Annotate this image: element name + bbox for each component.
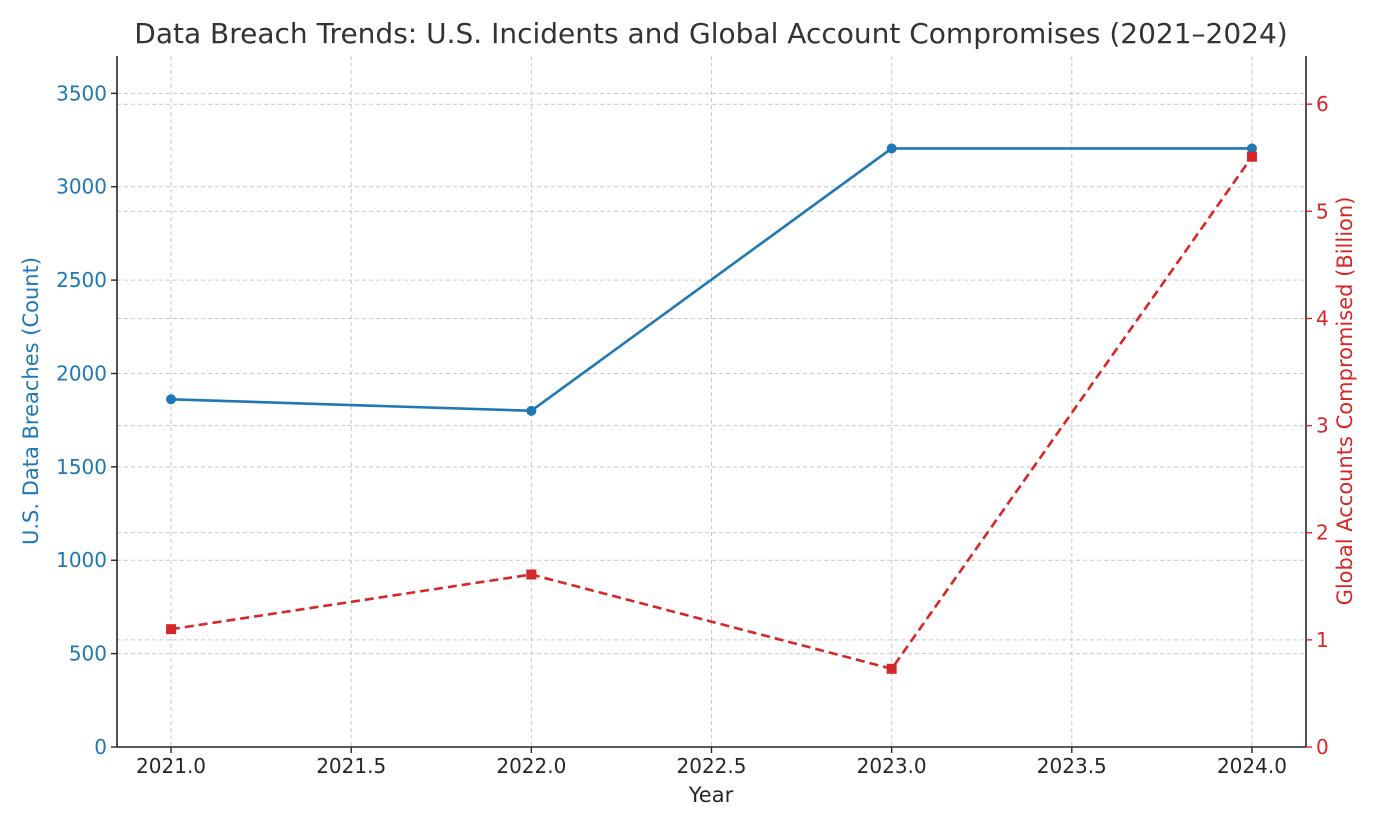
data-point-right-2 (886, 663, 897, 674)
y-right-tick-label: 2 (1316, 521, 1329, 545)
x-tick-label: 2022.5 (677, 754, 747, 778)
y-left-tick-label: 500 (69, 642, 107, 666)
x-tick-label: 2023.5 (1037, 754, 1107, 778)
y-axis-label-right: Global Accounts Compromised (Billion) (1333, 197, 1357, 606)
x-tick-label: 2022.0 (496, 754, 566, 778)
series-line-right (170, 155, 1254, 671)
y-left-tick-label: 1000 (56, 548, 107, 572)
chart-title: Data Breach Trends: U.S. Incidents and G… (134, 17, 1287, 50)
series-layer (166, 143, 1257, 674)
y-left-tick-label: 3500 (56, 81, 107, 105)
data-point-left-2 (886, 143, 897, 154)
data-point-left-0 (166, 394, 177, 405)
data-point-right-1 (526, 569, 537, 580)
axes-layer: 2021.0 2021.5 2022.0 2022.5 2023.0 2023.5 2024… (56, 56, 1329, 778)
y-left-tick-label: 0 (94, 735, 107, 759)
y-right-tick-label: 1 (1316, 628, 1329, 652)
x-tick-label: 2023.0 (857, 754, 927, 778)
y-right-tick-label: 0 (1316, 735, 1329, 759)
series-line-left (170, 147, 1252, 413)
data-point-right-0 (166, 624, 177, 635)
y-left-tick-label: 3000 (56, 175, 107, 199)
x-tick-label: 2021.0 (136, 754, 206, 778)
data-point-right-3 (1246, 151, 1257, 162)
y-right-tick-label: 4 (1316, 306, 1329, 330)
grid-layer (117, 56, 1306, 748)
y-left-tick-label: 2500 (56, 268, 107, 292)
data-point-left-1 (526, 405, 537, 416)
x-tick-label: 2024.0 (1217, 754, 1287, 778)
y-right-tick-label: 6 (1316, 92, 1329, 116)
y-right-tick-label: 3 (1316, 414, 1329, 438)
y-right-tick-label: 5 (1316, 199, 1329, 223)
y-left-tick-label: 2000 (56, 361, 107, 385)
x-tick-label: 2021.5 (316, 754, 386, 778)
data-point-left-3 (1246, 143, 1257, 154)
y-left-tick-label: 1500 (56, 455, 107, 479)
x-axis-label: Year (688, 783, 734, 807)
y-axis-label-left: U.S. Data Breaches (Count) (19, 257, 43, 545)
